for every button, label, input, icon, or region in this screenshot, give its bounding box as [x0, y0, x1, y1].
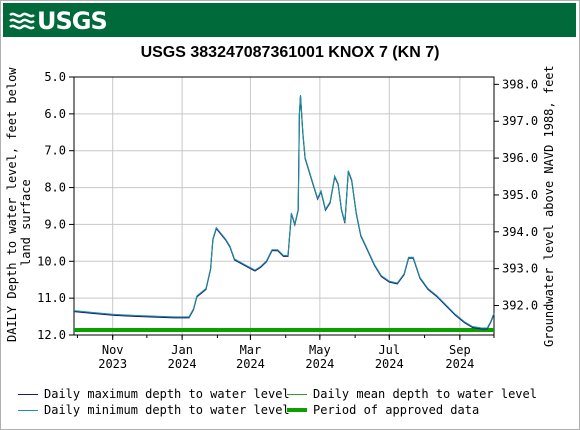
- x-tick-year: 2024: [236, 357, 265, 371]
- y-axis-right: 398.0 397.0 396.0 395.0 394.0 393.0 392.0: [494, 77, 538, 313]
- y2-tick-label: 394.0: [502, 225, 538, 239]
- x-axis: Nov2023Jan2024Mar2024May2024Jul2024Sep20…: [76, 335, 495, 371]
- y2-tick-label: 395.0: [502, 188, 538, 202]
- grid-lines: [74, 77, 494, 335]
- approved-period-bar: [74, 328, 494, 332]
- y2-tick-label: 392.0: [502, 299, 538, 313]
- chart-plot: 5.06.07.08.09.010.011.012.0 398.0397.039…: [5, 65, 556, 371]
- usgs-logo-text: USGS: [37, 7, 108, 35]
- chart-title: USGS 383247087361001 KNOX 7 (KN 7): [140, 44, 440, 61]
- legend-swatch-approved: [287, 408, 307, 412]
- y-tick-label: 12.0: [37, 328, 66, 342]
- x-tick-year: 2023: [98, 357, 127, 371]
- series-line-mean: [73, 95, 495, 329]
- legend-label-approved: Period of approved data: [313, 403, 480, 417]
- x-tick-label: Nov: [102, 343, 124, 357]
- y-axis-right-label: Groundwater level above NAVD 1988, feet: [542, 65, 556, 347]
- x-tick-label: Jul: [378, 343, 400, 357]
- x-tick-label: Mar: [240, 343, 262, 357]
- x-tick-year: 2024: [445, 357, 474, 371]
- legend-swatch-mean: [287, 394, 307, 395]
- y-tick-label: 11.0: [37, 291, 66, 305]
- x-tick-year: 2024: [375, 357, 404, 371]
- y2-tick-label: 393.0: [502, 262, 538, 276]
- y-tick-label: 6.0: [44, 107, 66, 121]
- legend-label-max: Daily maximum depth to water level: [44, 387, 290, 401]
- x-tick-year: 2024: [168, 357, 197, 371]
- legend-swatch-max: [18, 394, 38, 395]
- x-tick-year: 2024: [305, 357, 334, 371]
- plot-area-border: [73, 76, 495, 336]
- legend: Daily maximum depth to water level Daily…: [0, 380, 580, 425]
- y-tick-label: 9.0: [44, 217, 66, 231]
- series-line-max: [73, 95, 495, 330]
- x-tick-label: Jan: [171, 343, 193, 357]
- x-tick-label: May: [309, 343, 331, 357]
- usgs-wave-icon: [9, 12, 35, 30]
- y-tick-label: 8.0: [44, 181, 66, 195]
- x-tick-label: Sep: [449, 343, 471, 357]
- y-axis-left: 5.0 6.0 7.0 8.0 9.0 10.0 11.0 12.0: [37, 70, 74, 342]
- y2-tick-label: 397.0: [502, 114, 538, 128]
- y-tick-label: 10.0: [37, 254, 66, 268]
- y-tick-label: 5.0: [44, 70, 66, 84]
- legend-swatch-min: [18, 410, 38, 411]
- y-tick-label: 7.0: [44, 144, 66, 158]
- y-axis-left-label-line1: DAILY Depth to water level, feet below: [5, 67, 19, 342]
- legend-label-mean: Daily mean depth to water level: [313, 387, 537, 401]
- legend-label-min: Daily minimum depth to water level: [44, 403, 290, 417]
- y2-tick-label: 398.0: [502, 77, 538, 91]
- y-axis-left-label-line2: land surface: [19, 179, 33, 266]
- series-line-min: [73, 94, 495, 329]
- usgs-banner: USGS: [3, 3, 576, 37]
- y2-tick-label: 396.0: [502, 151, 538, 165]
